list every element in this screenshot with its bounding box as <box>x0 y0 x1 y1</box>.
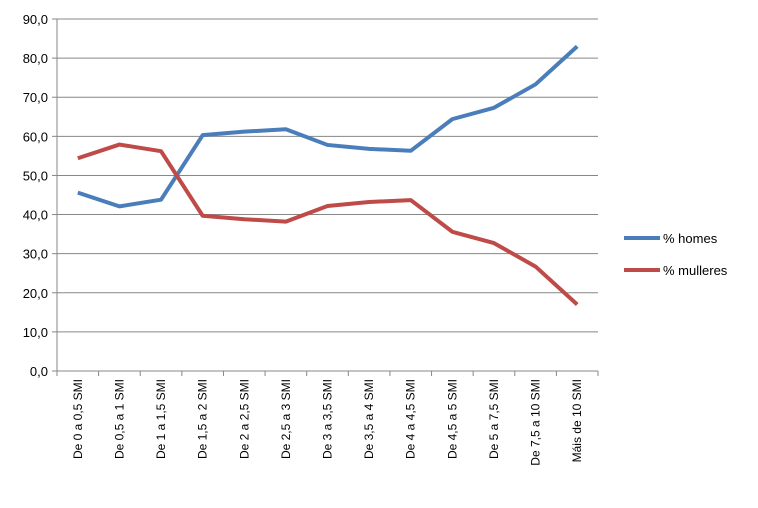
y-tick-label: 10,0 <box>23 325 48 340</box>
y-tick-label: 60,0 <box>23 129 48 144</box>
legend-label: % homes <box>663 231 718 246</box>
x-tick-label: De 3,5 a 4 SMI <box>362 379 376 459</box>
x-tick-label: De 3 a 3,5 SMI <box>321 379 335 459</box>
y-tick-label: 80,0 <box>23 51 48 66</box>
x-tick-label: Máis de 10 SMI <box>570 379 584 462</box>
legend-label: % mulleres <box>663 263 728 278</box>
x-tick-label: De 4,5 a 5 SMI <box>445 379 459 459</box>
series-line-homes <box>77 44 579 209</box>
x-tick-label: De 2 a 2,5 SMI <box>237 379 251 459</box>
x-tick-label: De 0,5 a 1 SMI <box>112 379 126 459</box>
x-tick-label: De 1 a 1,5 SMI <box>154 379 168 459</box>
y-tick-label: 30,0 <box>23 247 48 262</box>
x-tick-label: De 5 a 7,5 SMI <box>487 379 501 459</box>
x-tick-label: De 4 a 4,5 SMI <box>404 379 418 459</box>
y-tick-label: 0,0 <box>30 364 48 379</box>
x-tick-label: De 2,5 a 3 SMI <box>279 379 293 459</box>
y-tick-label: 40,0 <box>23 208 48 223</box>
y-tick-label: 50,0 <box>23 168 48 183</box>
y-tick-label: 70,0 <box>23 90 48 105</box>
series-line-mulleres <box>77 142 579 306</box>
y-tick-label: 20,0 <box>23 286 48 301</box>
y-tick-label: 90,0 <box>23 12 48 27</box>
x-tick-label: De 7,5 a 10 SMI <box>529 379 543 466</box>
x-tick-label: De 1,5 a 2 SMI <box>196 379 210 459</box>
x-tick-label: De 0 a 0,5 SMI <box>71 379 85 459</box>
